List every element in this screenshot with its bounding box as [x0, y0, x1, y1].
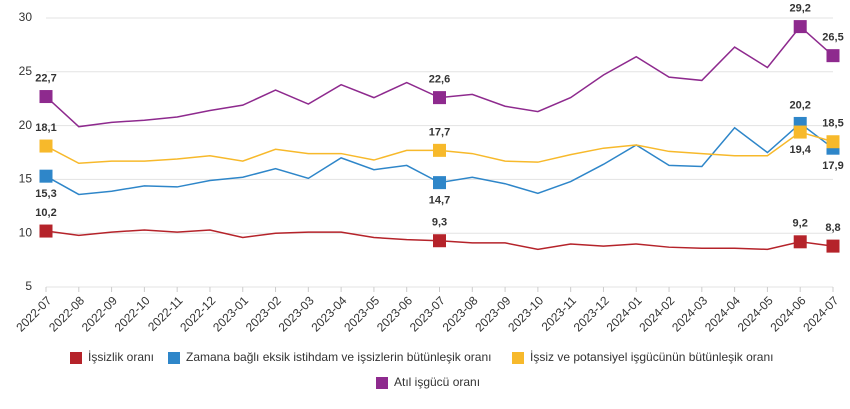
point-marker: [39, 139, 53, 153]
value-label: 9,3: [432, 217, 447, 229]
x-tick-label: 2024-05: [735, 293, 776, 334]
value-label: 14,7: [429, 195, 450, 207]
value-label: 9,2: [793, 218, 808, 230]
y-tick-label: 5: [25, 279, 32, 293]
x-tick-label: 2022-09: [79, 293, 120, 334]
y-tick-label: 10: [19, 225, 33, 239]
value-label: 22,6: [429, 74, 450, 86]
x-tick-label: 2024-01: [604, 293, 645, 334]
value-label: 10,2: [35, 207, 56, 219]
x-tick-label: 2023-09: [472, 293, 513, 334]
x-tick-label: 2024-03: [669, 293, 710, 334]
value-label: 18,1: [35, 122, 56, 134]
x-tick-label: 2024-02: [636, 293, 677, 334]
x-tick-label: 2024-06: [768, 293, 809, 334]
value-label: 20,2: [789, 99, 810, 111]
x-tick-label: 2023-07: [407, 293, 448, 334]
point-marker: [433, 91, 446, 105]
value-label: 17,9: [822, 160, 843, 172]
legend-label: Atıl işgücü oranı: [394, 375, 480, 389]
legend-label: İşsiz ve potansiyel işgücünün bütünleşik…: [530, 350, 773, 364]
legend-swatch: [376, 377, 388, 389]
x-tick-label: 2022-10: [112, 293, 153, 334]
legend-label: Zamana bağlı eksik istihdam ve işsizleri…: [186, 350, 491, 364]
x-tick-label: 2023-02: [243, 293, 284, 334]
x-tick-label: 2022-07: [13, 293, 54, 334]
x-tick-label: 2023-06: [374, 293, 415, 334]
x-tick-label: 2024-04: [702, 293, 743, 334]
point-marker: [433, 143, 446, 157]
point-marker: [39, 169, 53, 183]
value-label: 15,3: [35, 188, 56, 200]
legend-swatch: [70, 352, 82, 364]
legend-label: İşsizlik oranı: [88, 350, 154, 364]
legend-swatch: [168, 352, 180, 364]
y-tick-label: 25: [19, 64, 33, 78]
value-label: 17,7: [429, 126, 450, 138]
point-marker: [826, 135, 840, 149]
y-tick-label: 30: [19, 10, 33, 24]
value-label: 8,8: [825, 222, 840, 234]
value-label: 19,4: [789, 144, 811, 156]
legend-swatch: [512, 352, 524, 364]
x-tick-label: 2023-10: [505, 293, 546, 334]
point-marker: [826, 49, 840, 63]
value-label: 26,5: [822, 32, 843, 44]
point-marker: [793, 20, 807, 34]
x-tick-label: 2023-03: [276, 293, 317, 334]
x-tick-label: 2023-01: [210, 293, 251, 334]
x-tick-label: 2023-04: [308, 293, 349, 334]
value-label: 22,7: [35, 72, 56, 84]
x-tick-label: 2024-07: [800, 293, 841, 334]
point-marker: [39, 224, 53, 238]
x-tick-label: 2022-12: [177, 293, 218, 334]
x-tick-label: 2022-08: [46, 293, 87, 334]
y-tick-label: 15: [19, 172, 33, 186]
x-tick-label: 2023-12: [571, 293, 612, 334]
point-marker: [39, 90, 53, 104]
point-marker: [433, 176, 446, 190]
y-tick-label: 20: [19, 118, 33, 132]
point-marker: [433, 234, 446, 248]
value-label: 29,2: [789, 3, 810, 15]
point-marker: [826, 239, 840, 253]
value-label: 18,5: [822, 118, 843, 130]
x-tick-label: 2023-05: [341, 293, 382, 334]
x-tick-label: 2023-08: [440, 293, 481, 334]
point-marker: [793, 235, 807, 249]
point-marker: [793, 125, 807, 139]
